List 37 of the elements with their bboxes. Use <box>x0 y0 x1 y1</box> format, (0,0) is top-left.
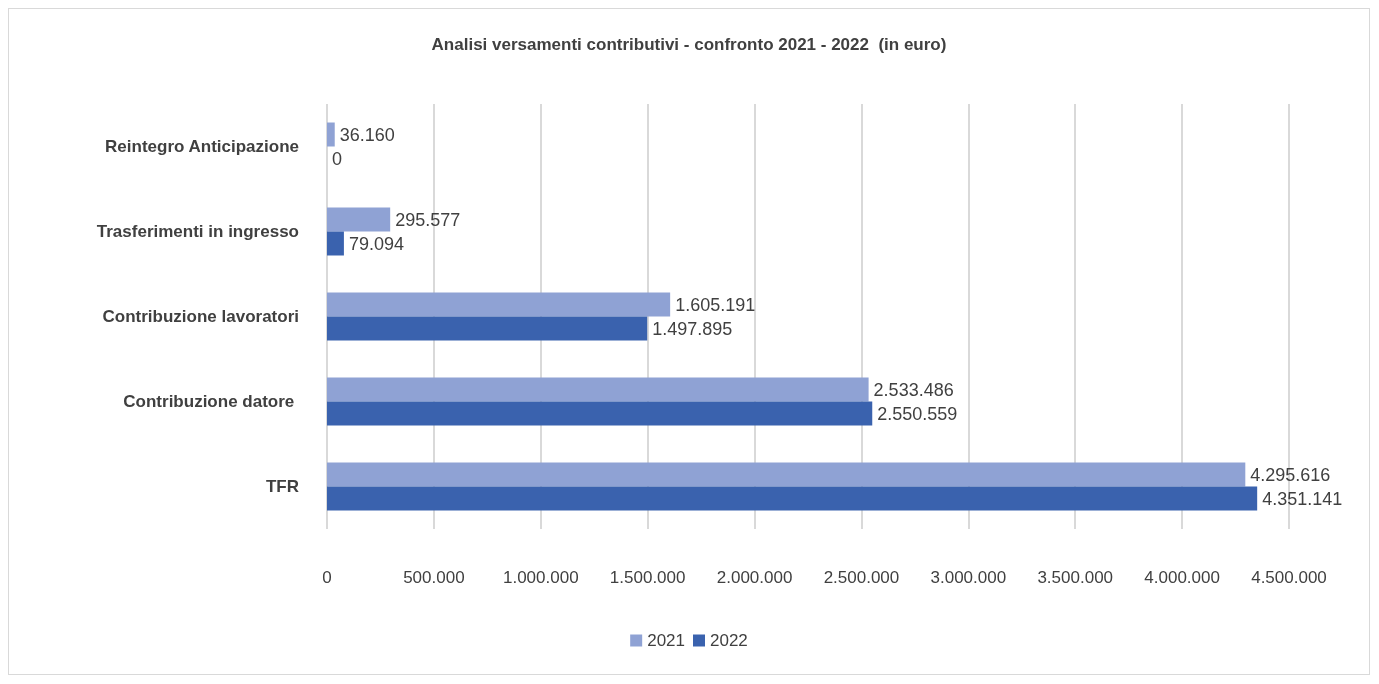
bar <box>327 377 869 402</box>
bar <box>327 486 1258 511</box>
y-tick-label: Reintegro Anticipazione <box>105 137 299 156</box>
bar <box>327 231 344 256</box>
data-label: 79.094 <box>348 233 404 254</box>
bar <box>327 316 648 341</box>
data-label: 0 <box>332 148 343 169</box>
y-tick-label: Contribuzione lavoratori <box>102 307 299 326</box>
x-tick-label: 4.500.000 <box>1251 568 1327 587</box>
data-label: 2.533.486 <box>873 379 954 400</box>
x-tick-label: 1.000.000 <box>502 568 579 587</box>
data-label: 4.295.616 <box>1250 464 1331 485</box>
x-tick-label: 1.500.000 <box>609 568 686 587</box>
y-tick-label: TFR <box>265 477 299 496</box>
data-label: 36.160 <box>339 124 395 145</box>
bar <box>327 122 335 147</box>
y-tick-label: Trasferimenti in ingresso <box>96 222 299 241</box>
x-tick-label: 0 <box>322 568 332 587</box>
x-tick-label: 2.000.000 <box>716 568 793 587</box>
legend-label: 2022 <box>710 631 748 650</box>
x-tick-label: 2.500.000 <box>823 568 900 587</box>
bar <box>327 207 391 232</box>
bar <box>327 401 873 426</box>
bar <box>327 292 671 317</box>
data-label: 1.605.191 <box>675 294 756 315</box>
x-tick-label: 3.500.000 <box>1037 568 1114 587</box>
data-label: 1.497.895 <box>652 318 733 339</box>
legend-label: 2021 <box>647 631 686 650</box>
x-tick-label: 500.000 <box>403 568 465 587</box>
x-tick-label: 3.000.000 <box>930 568 1007 587</box>
data-label: 4.351.141 <box>1262 488 1343 509</box>
bar <box>327 462 1246 487</box>
data-label: 295.577 <box>395 209 461 230</box>
chart-title: Analisi versamenti contributivi - confronto 2021 - 2022 (in euro) <box>431 35 947 54</box>
y-tick-label: Contribuzione datore <box>123 392 299 411</box>
x-tick-label: 4.000.000 <box>1144 568 1220 587</box>
data-label: 2.550.559 <box>877 403 958 424</box>
